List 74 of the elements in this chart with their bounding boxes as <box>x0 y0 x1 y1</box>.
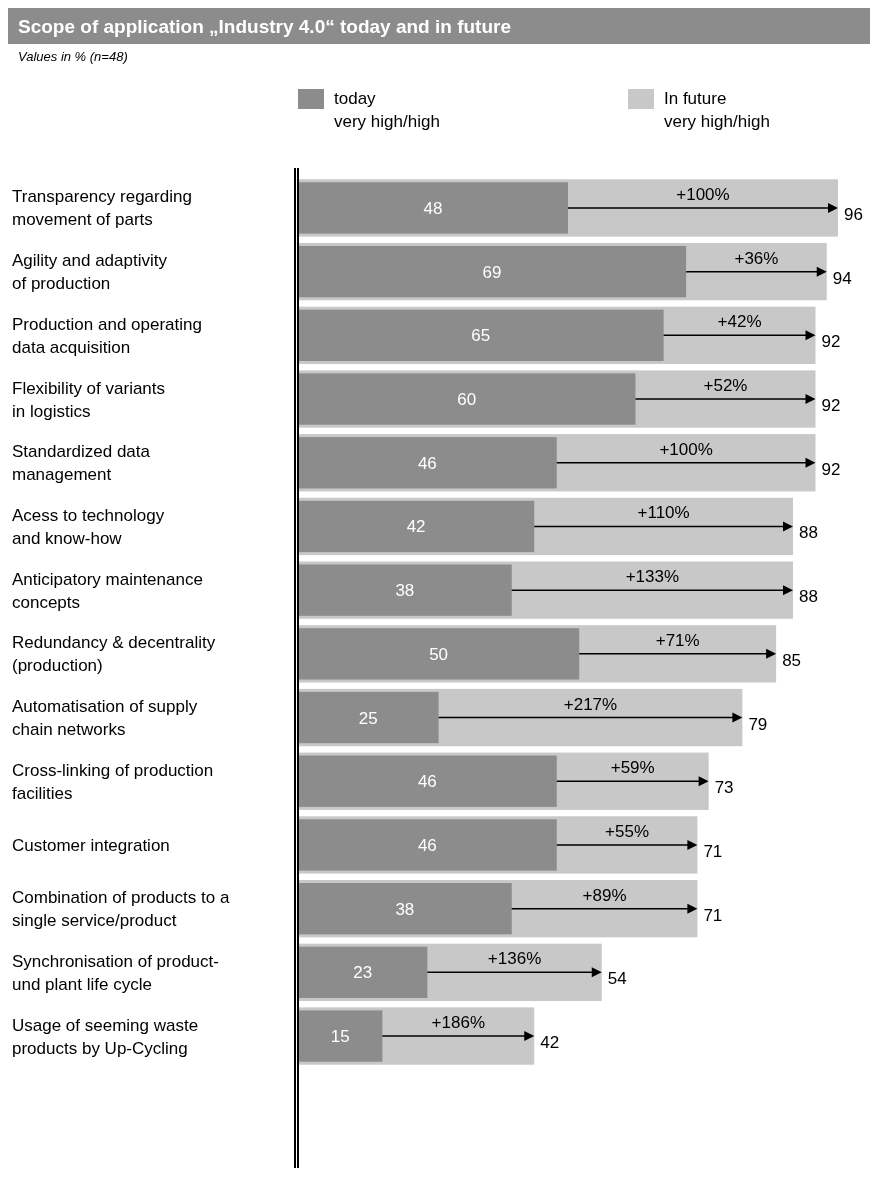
data-label: 38 <box>395 581 415 601</box>
y-tick-label: Customer integration <box>12 835 170 855</box>
bar <box>298 946 428 999</box>
annotation: +52% <box>703 376 748 396</box>
annotation: +100% <box>676 184 730 204</box>
data-label: 50 <box>429 644 449 664</box>
annotation: +71% <box>655 630 700 650</box>
annotation: +217% <box>563 694 618 714</box>
data-label: 46 <box>417 835 437 855</box>
y-tick-label: Usage of seeming waste products by Up-Cycling <box>12 1015 199 1058</box>
data-label: 88 <box>799 523 818 543</box>
data-label: 15 <box>330 1027 350 1047</box>
y-tick-label: Standardized data management <box>12 442 151 485</box>
data-label: 42 <box>540 1033 560 1053</box>
annotation: +133% <box>625 567 680 587</box>
data-label: 54 <box>607 969 627 989</box>
annotation: +136% <box>487 949 542 969</box>
data-label: 46 <box>417 772 437 792</box>
annotation: +89% <box>582 885 627 905</box>
y-tick-label: Redundancy & decentrality (production) <box>12 633 216 676</box>
y-tick-label: Cross-linking of production facilities <box>12 760 214 803</box>
annotation: +100% <box>659 439 713 459</box>
bar <box>298 564 512 616</box>
y-tick-label: Acess to technology and know-how <box>12 505 165 548</box>
legend-label: today very high/high <box>334 89 440 131</box>
data-label: 48 <box>423 198 443 218</box>
annotation: +59% <box>610 758 655 778</box>
bar <box>298 245 687 298</box>
data-label: 71 <box>703 841 723 861</box>
bar <box>298 755 557 807</box>
data-label: 85 <box>782 650 802 670</box>
annotation: +42% <box>717 312 762 332</box>
data-label: 92 <box>821 459 841 479</box>
y-tick-label: Synchronisation of product- und plant life cycle <box>12 951 219 994</box>
bar <box>298 882 512 935</box>
data-label: 38 <box>395 899 415 919</box>
bar <box>298 628 580 680</box>
data-label: 73 <box>714 778 734 798</box>
data-label: 42 <box>406 517 426 537</box>
data-label: 65 <box>471 326 491 346</box>
y-tick-label: Combination of products to a single service/product <box>12 888 230 931</box>
bar <box>298 500 535 553</box>
data-label: 60 <box>457 390 477 410</box>
y-tick-label: Transparency regarding movement of parts <box>12 187 192 230</box>
annotation: +55% <box>605 821 650 841</box>
data-label: 69 <box>482 262 502 282</box>
y-tick-label: Production and operating data acquisition <box>12 314 202 357</box>
chart-title: Scope of application „Industry 4.0“ today and in future <box>18 16 511 37</box>
annotation: +186% <box>431 1013 486 1033</box>
bar <box>298 373 636 425</box>
y-tick-label: Agility and adaptivity of production <box>12 251 168 294</box>
data-label: 79 <box>748 714 768 734</box>
bar <box>298 691 439 744</box>
data-label: 25 <box>358 708 378 728</box>
bar <box>298 437 557 489</box>
legend-label: In future very high/high <box>664 89 770 131</box>
data-label: 94 <box>832 268 852 288</box>
data-label: 92 <box>821 396 841 416</box>
bar <box>298 819 557 871</box>
bar <box>298 309 664 362</box>
y-tick-label: Flexibility of variants in logistics <box>12 378 166 421</box>
data-label: 88 <box>799 587 818 607</box>
y-tick-label: Automatisation of supply chain networks <box>12 697 198 740</box>
bar <box>298 1010 383 1062</box>
data-label: 71 <box>703 905 723 925</box>
data-label: 46 <box>417 453 437 473</box>
data-label: 92 <box>821 332 841 352</box>
text: Values in % (n=48) <box>18 49 128 64</box>
annotation: +110% <box>637 503 690 523</box>
annotation: +36% <box>734 248 779 268</box>
data-label: 96 <box>844 204 863 224</box>
bar <box>298 182 568 234</box>
y-tick-label: Anticipatory maintenance concepts <box>12 569 203 612</box>
data-label: 23 <box>353 963 373 983</box>
